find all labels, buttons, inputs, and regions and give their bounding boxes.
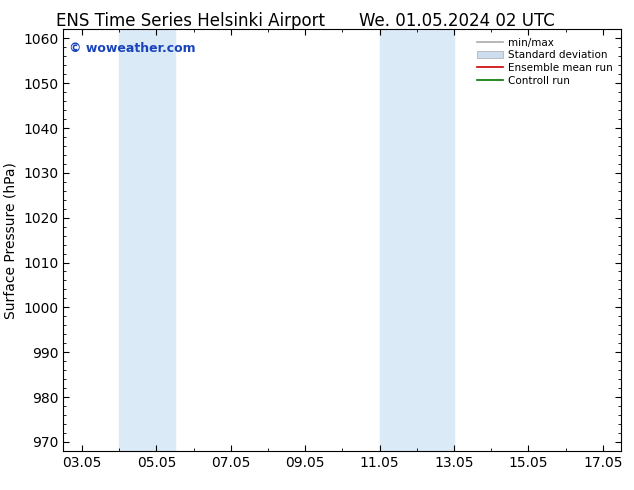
Bar xyxy=(119,29,175,451)
Legend: min/max, Standard deviation, Ensemble mean run, Controll run: min/max, Standard deviation, Ensemble me… xyxy=(474,35,616,89)
Y-axis label: Surface Pressure (hPa): Surface Pressure (hPa) xyxy=(4,162,18,318)
Bar xyxy=(380,29,454,451)
Text: We. 01.05.2024 02 UTC: We. 01.05.2024 02 UTC xyxy=(359,12,554,30)
Text: © woweather.com: © woweather.com xyxy=(69,42,196,55)
Text: ENS Time Series Helsinki Airport: ENS Time Series Helsinki Airport xyxy=(56,12,325,30)
